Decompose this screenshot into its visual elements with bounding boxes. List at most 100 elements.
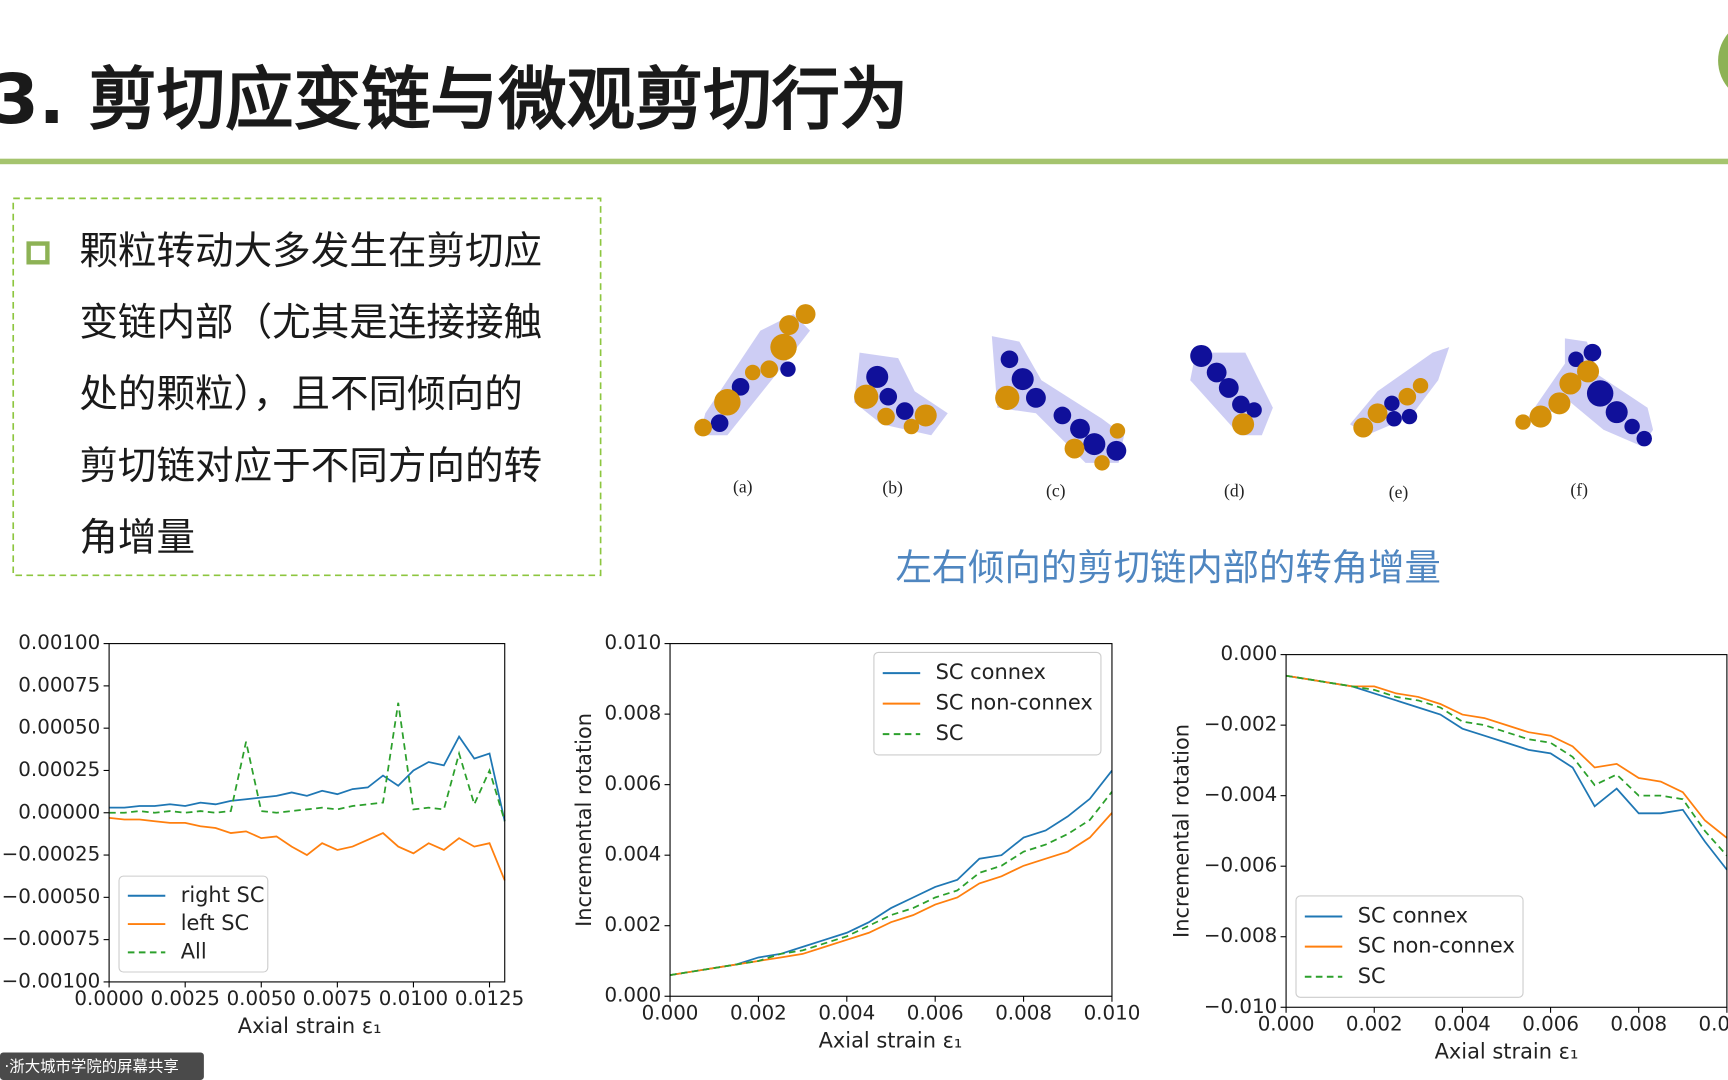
figure-label: (f) [1570,480,1588,500]
legend-box [873,651,1102,756]
series-line [669,812,1113,976]
particle [895,402,914,420]
particle-figures [694,304,1654,471]
x-tick-label: 0.010 [1699,1012,1728,1035]
particle [1094,455,1110,471]
share-badge [0,1052,204,1080]
corner-decoration [1718,33,1728,88]
x-axis-label: Axial strain ε₁ [819,1028,963,1052]
figure-label: (d) [1224,481,1245,501]
y-tick-label: 0.006 [604,772,661,795]
chart: 0.000 0.002 0.004 0.006 0.008 0.010 −0.010 −0.0… [1169,642,1728,1063]
x-tick-label: 0.0050 [227,987,296,1010]
y-tick-label: 0.010 [604,631,661,654]
particle [1246,402,1262,418]
slide-title: 3. 剪切应变链与微观剪切行为 [0,61,908,140]
particle [1011,368,1034,391]
particle [1367,403,1388,424]
particle [1232,395,1250,414]
chart: 0.0000 0.0025 0.0050 0.0075 0.0100 0.0125 −0.0… [2,631,525,1038]
particle [914,404,937,427]
chart: 0.000 0.002 0.004 0.006 0.008 0.010 0.000 0.002… [572,631,1140,1052]
plot-frame [669,643,1113,997]
figure-label: (b) [882,477,903,497]
particle [1026,387,1046,408]
x-tick-label: 0.006 [1522,1012,1579,1035]
x-tick-label: 0.0125 [455,987,524,1010]
particle [1109,423,1126,439]
x-tick-label: 0.0000 [74,987,143,1010]
legend-label: All [181,939,207,963]
y-tick-label: 0.00100 [18,631,100,654]
particle [779,315,799,336]
x-tick-label: 0.010 [1084,1001,1141,1024]
particle [714,389,741,416]
x-tick-label: 0.0025 [150,987,219,1010]
particle [1583,343,1602,362]
share-label: ·浙大城市学院的屏幕共享 [4,1056,178,1075]
series-line [109,702,506,822]
charts: 0.0000 0.0025 0.0050 0.0075 0.0100 0.0125 −0.0… [2,631,1728,1063]
y-tick-label: 0.00000 [18,800,100,823]
particle [1083,433,1106,456]
x-tick-label: 0.000 [642,1001,699,1024]
particle [1515,414,1531,430]
legend-label: SC [1358,964,1386,988]
bullet-line: 剪切链对应于不同方向的转 [79,444,542,489]
y-tick-label: −0.010 [1204,995,1277,1018]
particle [770,333,797,361]
particle [1190,344,1213,367]
x-tick-label: 0.000 [1258,1012,1315,1035]
plot-frame [108,643,506,983]
legend-label: right SC [181,883,265,907]
text-box [12,197,602,577]
bullet-line: 角增量 [79,516,195,561]
x-tick-label: 0.008 [1610,1012,1667,1035]
legend-box [1295,895,1524,998]
particle [1586,380,1614,407]
particle [1568,351,1584,367]
particle [877,407,895,426]
x-axis-label: Axial strain ε₁ [1435,1039,1579,1063]
particle [854,384,879,409]
y-tick-label: 0.004 [604,843,661,866]
particle [903,418,920,435]
particle [780,361,796,377]
bullet-line: 变链内部（尤其是连接接触 [79,301,542,346]
series-line [109,734,506,822]
y-tick-label: −0.006 [1204,854,1277,877]
legend-label: SC connex [1358,904,1468,928]
series-line [109,816,506,881]
particle [1401,408,1418,425]
y-tick-label: 0.002 [604,913,661,936]
particle [1106,440,1127,461]
bullet-line: 处的颗粒），且不同倾向的 [79,372,522,417]
particle [744,364,761,381]
particle [1398,387,1417,406]
series-line [669,770,1113,976]
particle [1218,378,1239,398]
legend-label: SC non-connex [1358,934,1515,958]
particle [1529,405,1552,428]
particle [1412,378,1429,394]
legend-label: SC connex [936,660,1046,684]
bullet-line: 颗粒转动大多发生在剪切应 [79,229,542,274]
bullet-text: 颗粒转动大多发生在剪切应变链内部（尤其是连接接触处的颗粒），且不同倾向的剪切链对… [79,229,542,561]
particle [879,387,898,406]
x-tick-label: 0.0075 [303,987,372,1010]
y-tick-label: 0.000 [604,984,661,1007]
y-tick-label: −0.00075 [2,927,101,950]
y-tick-label: −0.00050 [2,885,101,908]
x-axis-label: Axial strain ε₁ [238,1014,382,1038]
legend-label: SC non-connex [936,691,1093,715]
title-rule [0,158,1728,165]
particle [1053,406,1072,425]
series-line [1285,674,1728,839]
particle [1206,362,1227,383]
y-tick-label: −0.002 [1204,713,1277,736]
particle [760,360,779,378]
bullet-marker [26,241,50,265]
figure-label: (c) [1046,481,1066,501]
figure-label: (e) [1389,482,1409,502]
particle [995,385,1020,410]
